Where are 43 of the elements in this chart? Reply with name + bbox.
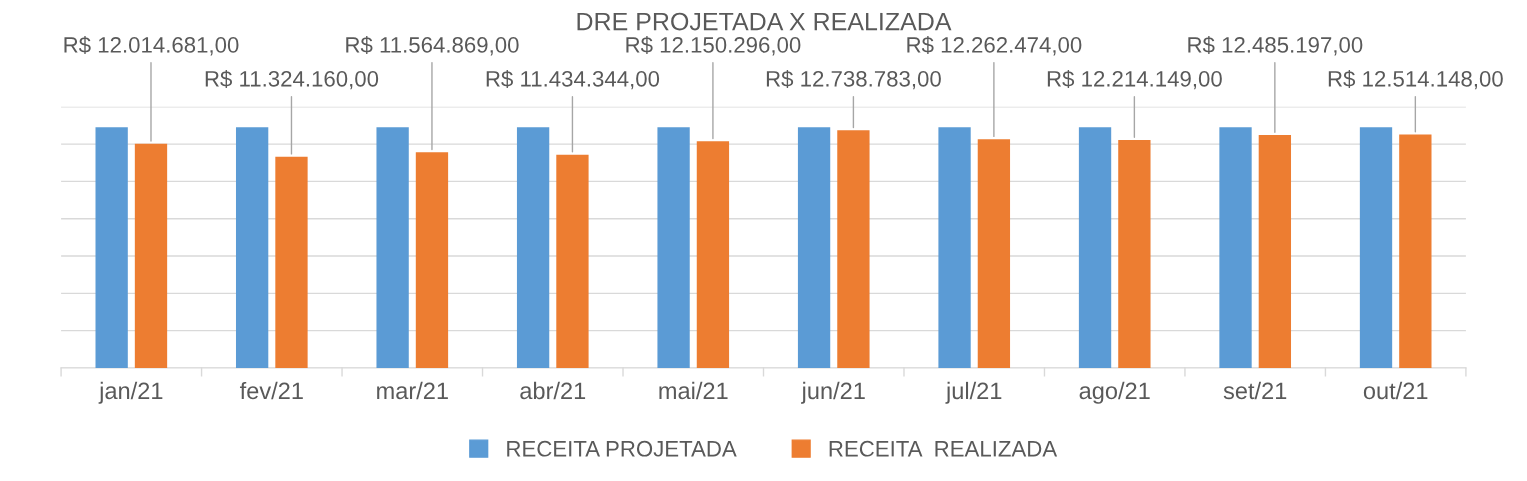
bar [1258,135,1292,368]
bar [415,152,449,368]
bar [797,127,831,368]
x-tick-label: abr/21 [520,381,586,400]
bar [134,143,168,368]
bar [977,139,1011,368]
x-tick-label: jul/21 [945,381,1002,404]
chart-title: DRE PROJETADA X REALIZADA [577,12,952,31]
bar [696,141,730,368]
x-tick-label: fev/21 [239,381,303,400]
data-label: R$ 12.262.474,00 [907,36,1082,56]
x-tick-label: out/21 [1363,381,1428,400]
bar [235,127,269,368]
data-label: R$ 12.514.148,00 [1328,70,1503,90]
bar [556,154,589,368]
bar [95,127,128,368]
data-label: R$ 12.214.149,00 [1047,70,1222,90]
x-tick-label: set/21 [1223,381,1287,400]
x-tick-label: jan/21 [98,381,163,404]
data-label: R$ 11.324.160,00 [205,70,379,90]
data-label: R$ 11.434.344,00 [486,70,660,90]
x-tick-label: jun/21 [801,381,865,404]
data-label: R$ 11.564.869,00 [346,36,519,56]
legend-label: RECEITA PROJETADA [507,440,737,457]
bar [1359,127,1393,368]
data-label: R$ 12.485.197,00 [1188,36,1363,56]
data-label: R$ 12.738.783,00 [766,70,941,90]
x-tick-label: ago/21 [1079,381,1150,404]
bar [657,127,690,368]
legend-label: RECEITA REALIZADA [829,440,1058,457]
data-label: R$ 12.014.681,00 [64,36,239,56]
bar [275,156,308,368]
bar [938,127,971,368]
x-tick-label: mar/21 [377,381,448,400]
bar [1219,127,1252,368]
bar [516,127,550,368]
bar [837,130,870,368]
bar [1399,134,1432,368]
bar [1078,127,1112,368]
bar [376,127,409,368]
x-tick-label: mai/21 [659,381,728,400]
data-label: R$ 12.150.296,00 [626,36,801,56]
bar [1118,140,1151,368]
